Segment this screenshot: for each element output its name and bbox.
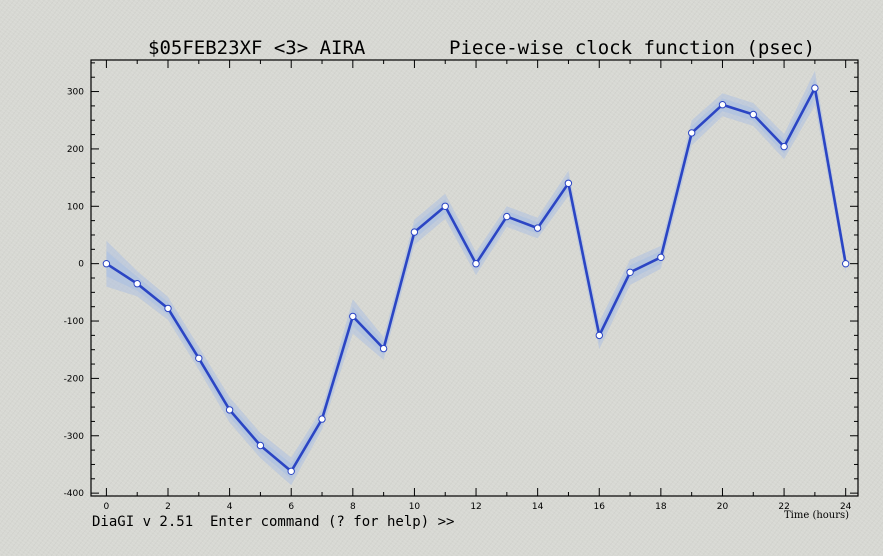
data-point [133, 280, 141, 288]
data-point [256, 441, 265, 450]
tick-labels: 0 2 4 6 8 10 12 14 16 18 20 22 24-400-300-200-100010… [64, 88, 852, 512]
x-tick-label: 14 [532, 502, 544, 512]
data-point [503, 212, 511, 221]
y-tick-label: -400 [64, 489, 85, 499]
y-tick-label: 100 [67, 202, 84, 212]
data-point [842, 260, 850, 268]
data-point [287, 467, 295, 475]
y-tick-label: 200 [67, 145, 84, 155]
data-point [533, 224, 542, 232]
x-tick-label: 2 [165, 502, 171, 512]
chart-title-right: Piece-wise clock function (psec) [449, 37, 815, 59]
x-tick-label: 24 [840, 502, 852, 512]
plot-frame [90, 59, 859, 497]
chart-title-left: $05FEB23XF <3> AIRA [148, 37, 366, 59]
data-point [318, 415, 326, 423]
data-point [749, 110, 757, 119]
error-band-layer [106, 70, 846, 486]
y-tick-label: 0 [78, 260, 84, 270]
data-points [102, 84, 850, 475]
data-point [780, 142, 788, 151]
command-prompt[interactable]: DiaGI v 2.51 Enter command (? for help) … [92, 514, 455, 530]
x-axis-title: Time (hours) [784, 510, 849, 521]
data-point [441, 202, 449, 211]
error-band-layer [106, 78, 846, 479]
y-tick-label: 300 [67, 88, 84, 98]
data-point [564, 179, 573, 188]
x-tick-label: 8 [350, 502, 356, 512]
data-point [595, 331, 603, 340]
x-tick-label: 10 [409, 502, 421, 512]
x-tick-label: 6 [288, 502, 294, 512]
x-tick-label: 12 [470, 502, 481, 512]
data-point [379, 344, 388, 353]
series-line [105, 86, 847, 473]
x-tick-label: 20 [717, 502, 729, 512]
x-tick-label: 18 [655, 502, 667, 512]
data-point [102, 260, 111, 268]
x-tick-label: 4 [227, 502, 233, 512]
data-point [195, 354, 203, 362]
data-point [349, 312, 357, 321]
y-tick-label: -300 [64, 432, 85, 442]
data-point [718, 101, 727, 109]
data-line [105, 86, 847, 473]
data-point [164, 304, 172, 313]
data-point [225, 406, 234, 414]
error-band [106, 70, 846, 486]
data-point [811, 84, 819, 92]
y-tick-label: -100 [64, 317, 85, 327]
data-point [472, 260, 480, 268]
data-point [657, 253, 665, 261]
x-tick-label: 16 [594, 502, 606, 512]
axis-ticks [91, 60, 858, 496]
y-tick-label: -200 [64, 374, 85, 384]
x-tick-label: 0 [104, 502, 110, 512]
data-point [626, 268, 634, 276]
x-tick-label: 22 [778, 502, 789, 512]
data-point [410, 228, 419, 236]
data-point [688, 129, 696, 137]
